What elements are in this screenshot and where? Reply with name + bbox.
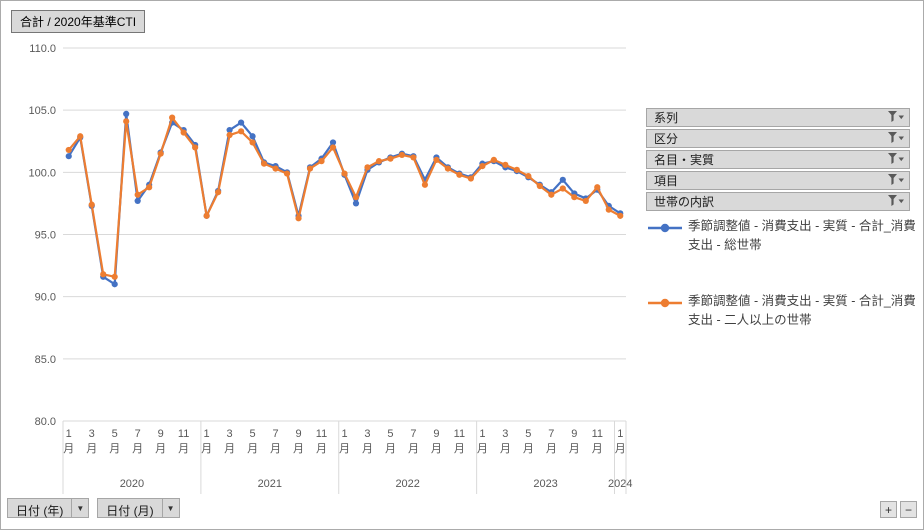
- legend-label: 季節調整値 - 消費支出 - 実質 - 合計_消費支出 - 二人以上の世帯: [688, 293, 916, 328]
- svg-text:月: 月: [224, 443, 235, 455]
- svg-text:月: 月: [178, 443, 189, 455]
- svg-text:3: 3: [89, 428, 95, 440]
- svg-text:9: 9: [571, 428, 577, 440]
- svg-text:1: 1: [479, 428, 485, 440]
- svg-text:2024: 2024: [608, 478, 632, 490]
- svg-text:11: 11: [316, 428, 327, 440]
- dropdown-arrow-icon[interactable]: ▼: [71, 499, 88, 517]
- legend-marker-icon: [648, 298, 682, 307]
- svg-text:月: 月: [63, 443, 74, 455]
- svg-text:月: 月: [569, 443, 580, 455]
- svg-text:90.0: 90.0: [35, 292, 56, 304]
- filter-button-label: 項目: [654, 174, 679, 188]
- filter-funnel-icon: [888, 110, 904, 125]
- filter-button-household-breakdown[interactable]: 世帯の内訳: [646, 192, 910, 211]
- legend-item: 季節調整値 - 消費支出 - 実質 - 合計_消費支出 - 総世帯: [648, 217, 918, 256]
- svg-text:100.0: 100.0: [28, 167, 56, 179]
- filter-panel: 系列 区分 名目・実質 項目 世帯の内訳: [646, 108, 910, 211]
- svg-text:月: 月: [454, 443, 465, 455]
- filter-button-nominal-real[interactable]: 名目・実質: [646, 150, 910, 169]
- filter-button-category[interactable]: 区分: [646, 129, 910, 148]
- svg-text:2020: 2020: [120, 478, 144, 490]
- svg-text:11: 11: [454, 428, 465, 440]
- filter-funnel-icon: [888, 152, 904, 167]
- filter-button-label: 世帯の内訳: [654, 195, 715, 209]
- svg-text:月: 月: [293, 443, 304, 455]
- svg-text:1: 1: [341, 428, 347, 440]
- chart-title: 合計 / 2020年基準CTI: [11, 10, 146, 33]
- svg-text:11: 11: [178, 428, 189, 440]
- svg-text:月: 月: [592, 443, 603, 455]
- date-year-field-button[interactable]: 日付 (年) ▼: [7, 498, 90, 518]
- filter-funnel-icon: [888, 194, 904, 209]
- svg-text:月: 月: [431, 443, 442, 455]
- legend-label: 季節調整値 - 消費支出 - 実質 - 合計_消費支出 - 総世帯: [688, 219, 916, 253]
- svg-text:95.0: 95.0: [35, 230, 56, 242]
- legend-marker-icon: [648, 223, 682, 233]
- svg-text:1: 1: [66, 428, 72, 440]
- expand-button[interactable]: +: [880, 501, 897, 518]
- filter-funnel-icon: [888, 173, 904, 188]
- svg-text:9: 9: [158, 428, 164, 440]
- svg-text:月: 月: [523, 443, 534, 455]
- svg-text:85.0: 85.0: [35, 354, 56, 366]
- svg-text:月: 月: [270, 443, 281, 455]
- svg-text:月: 月: [316, 443, 327, 455]
- legend-item: 季節調整値 - 消費支出 - 実質 - 合計_消費支出 - 二人以上の世帯: [648, 292, 918, 331]
- filter-button-label: 名目・実質: [654, 153, 715, 167]
- svg-text:月: 月: [339, 443, 350, 455]
- svg-text:5: 5: [112, 428, 118, 440]
- svg-text:7: 7: [272, 428, 278, 440]
- date-month-field-button[interactable]: 日付 (月) ▼: [97, 498, 180, 518]
- svg-text:月: 月: [408, 443, 419, 455]
- svg-text:7: 7: [410, 428, 416, 440]
- filter-button-label: 系列: [654, 111, 679, 125]
- svg-text:110.0: 110.0: [29, 43, 56, 55]
- line-chart: 80.0 85.0 90.0 95.0 100.0 105.0 110.0 2020 2021 2…: [28, 43, 632, 494]
- legend: 季節調整値 - 消費支出 - 実質 - 合計_消費支出 - 総世帯 季節調整値 …: [648, 217, 918, 367]
- svg-text:5: 5: [387, 428, 393, 440]
- svg-text:2021: 2021: [258, 478, 282, 490]
- svg-text:9: 9: [433, 428, 439, 440]
- svg-text:3: 3: [227, 428, 233, 440]
- svg-text:3: 3: [502, 428, 508, 440]
- axis-field-buttons: 日付 (年) ▼ 日付 (月) ▼: [7, 498, 180, 518]
- field-button-label: 日付 (年): [16, 504, 64, 518]
- svg-text:月: 月: [109, 443, 120, 455]
- svg-text:月: 月: [385, 443, 396, 455]
- svg-text:7: 7: [548, 428, 554, 440]
- svg-text:11: 11: [592, 428, 603, 440]
- svg-text:80.0: 80.0: [35, 416, 56, 428]
- svg-text:月: 月: [247, 443, 258, 455]
- filter-funnel-icon: [888, 131, 904, 146]
- svg-text:2022: 2022: [395, 478, 419, 490]
- svg-text:月: 月: [615, 443, 626, 455]
- svg-text:9: 9: [295, 428, 301, 440]
- svg-text:3: 3: [364, 428, 370, 440]
- field-button-label: 日付 (月): [106, 504, 154, 518]
- svg-text:5: 5: [250, 428, 256, 440]
- svg-text:105.0: 105.0: [28, 105, 56, 117]
- svg-text:月: 月: [155, 443, 166, 455]
- svg-text:7: 7: [135, 428, 141, 440]
- svg-text:月: 月: [546, 443, 557, 455]
- svg-text:月: 月: [86, 443, 97, 455]
- svg-text:月: 月: [362, 443, 373, 455]
- dropdown-arrow-icon[interactable]: ▼: [161, 499, 179, 517]
- svg-text:月: 月: [477, 443, 488, 455]
- svg-text:1: 1: [204, 428, 210, 440]
- expand-collapse-buttons: + −: [880, 501, 917, 518]
- svg-text:2023: 2023: [533, 478, 557, 490]
- svg-text:月: 月: [500, 443, 511, 455]
- filter-button-item[interactable]: 項目: [646, 171, 910, 190]
- svg-text:1: 1: [617, 428, 623, 440]
- svg-text:5: 5: [525, 428, 531, 440]
- svg-text:月: 月: [132, 443, 143, 455]
- svg-text:月: 月: [201, 443, 212, 455]
- collapse-button[interactable]: −: [900, 501, 917, 518]
- filter-button-series[interactable]: 系列: [646, 108, 910, 127]
- filter-button-label: 区分: [654, 132, 679, 146]
